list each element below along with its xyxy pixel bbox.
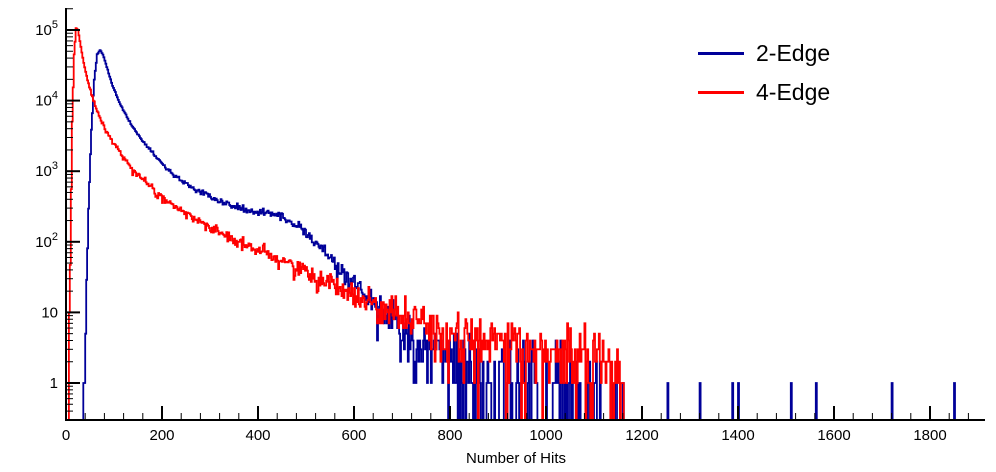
- legend: 2-Edge 4-Edge: [698, 42, 830, 104]
- x-tick-label: 0: [62, 427, 70, 444]
- series-line-2-edge: [82, 49, 956, 421]
- x-tick-label: 1200: [625, 427, 658, 444]
- series-line-4-edge: [67, 27, 625, 421]
- legend-entry-4-edge: 4-Edge: [698, 81, 830, 104]
- legend-label-2-edge: 2-Edge: [756, 40, 831, 66]
- x-axis: 0 200 400 600 800 1000 1200 1400 1600 1800: [62, 406, 969, 444]
- legend-entry-2-edge: 2-Edge: [698, 42, 830, 65]
- y-tick-label: 10: [41, 304, 58, 321]
- legend-line-sample-2-edge: [698, 52, 744, 55]
- x-tick-label: 800: [437, 427, 462, 444]
- x-tick-label: 600: [341, 427, 366, 444]
- x-tick-label: 1400: [721, 427, 754, 444]
- x-tick-label: 1600: [817, 427, 850, 444]
- y-tick-label: 102: [35, 231, 58, 251]
- y-tick-label: 1: [50, 375, 58, 392]
- y-tick-label: 104: [35, 90, 58, 110]
- x-axis-title: Number of Hits: [465, 450, 567, 467]
- y-tick-label: 105: [35, 19, 58, 39]
- x-tick-label: 1800: [913, 427, 946, 444]
- x-tick-label: 400: [245, 427, 270, 444]
- y-tick-label: 103: [35, 160, 58, 180]
- y-axis: 1 10 102 103 104 105: [35, 8, 80, 421]
- legend-label-4-edge: 4-Edge: [756, 79, 831, 105]
- legend-line-sample-4-edge: [698, 91, 744, 94]
- x-tick-label: 1000: [529, 427, 562, 444]
- x-tick-label: 200: [149, 427, 174, 444]
